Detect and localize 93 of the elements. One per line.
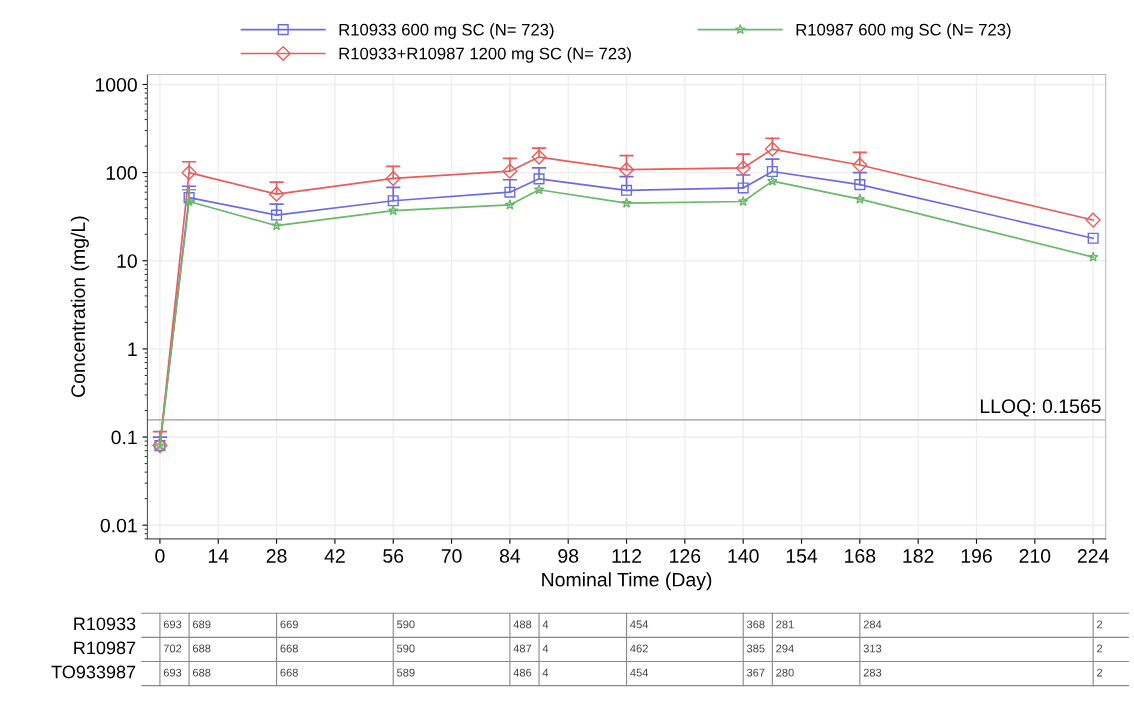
text: 2: [1097, 668, 1103, 677]
point: [1085, 212, 1101, 228]
point: [854, 179, 866, 191]
y-tick-label: 0.1: [111, 430, 137, 445]
text: 668: [280, 668, 298, 677]
x-tick-label: 182: [903, 549, 934, 563]
text: TO933987: [51, 665, 136, 679]
point: [271, 209, 283, 221]
point: [767, 175, 778, 186]
x-tick-label: 168: [845, 549, 876, 563]
text: 590: [397, 644, 415, 653]
point: [737, 195, 749, 207]
text: 693: [163, 620, 182, 629]
x-tick-label: 98: [558, 549, 579, 563]
text: 4: [542, 668, 549, 677]
point: [385, 170, 401, 186]
x-tick-label: 70: [441, 549, 462, 563]
x-tick-label: 84: [499, 549, 521, 563]
x-tick-label: 224: [1077, 549, 1109, 563]
point: [533, 173, 545, 185]
text: 4: [542, 644, 549, 653]
y-tick-label: 0.01: [100, 518, 137, 533]
x-tick-label: 0: [155, 549, 165, 563]
x-tick-label: 154: [786, 549, 818, 563]
point: [531, 149, 547, 165]
legend-label: R10987 600 mg SC (N= 723): [796, 23, 1011, 39]
x-tick-label: 14: [208, 549, 229, 563]
y-tick-label: 1: [128, 342, 137, 356]
text: 454: [630, 668, 649, 677]
text: 385: [746, 644, 765, 653]
x-tick-label: 196: [961, 549, 992, 563]
point: [502, 163, 518, 179]
x-tick-label: 210: [1019, 549, 1051, 563]
text: 689: [192, 620, 211, 629]
text: 454: [630, 620, 649, 629]
text: 486: [513, 668, 532, 677]
text: 589: [397, 668, 415, 677]
text: 368: [746, 620, 765, 629]
text: 487: [513, 644, 532, 653]
y-tick-label: 1000: [95, 77, 137, 92]
x-tick-label: 140: [728, 549, 759, 563]
text: 280: [776, 668, 794, 677]
point: [533, 184, 545, 195]
point: [764, 141, 780, 157]
text: 284: [863, 620, 882, 629]
text: 294: [776, 644, 794, 653]
point: [504, 199, 516, 210]
text: 669: [280, 620, 298, 629]
point: [1087, 232, 1099, 244]
point: [387, 195, 399, 207]
text: 2: [1097, 620, 1103, 629]
legend-label: R10933+R10987 1200 mg SC (N= 723): [339, 47, 631, 63]
point: [620, 184, 633, 196]
text: 2: [1097, 644, 1103, 653]
text: R10933: [74, 617, 136, 631]
point: [504, 186, 516, 198]
text: 281: [776, 620, 794, 629]
text: 693: [163, 668, 182, 677]
point: [852, 157, 868, 173]
point: [621, 197, 632, 208]
y-axis-title: Concentration (mg/L): [70, 216, 89, 397]
text: 283: [863, 668, 882, 677]
text: 590: [397, 620, 415, 629]
text: 488: [513, 620, 532, 629]
point: [271, 220, 282, 231]
point: [737, 182, 749, 194]
text: 462: [630, 644, 648, 653]
legend-label: R10933 600 mg SC (N= 723): [339, 23, 554, 39]
text: 367: [746, 668, 765, 677]
point: [269, 186, 285, 202]
ref-line-label: LLOQ: 0.1565: [980, 399, 1101, 417]
x-tick-label: 126: [670, 549, 701, 563]
text: 702: [163, 644, 182, 653]
text: 668: [280, 644, 298, 653]
x-tick-label: 112: [612, 549, 642, 563]
x-axis-title: Nominal Time (Day): [542, 572, 712, 591]
point: [387, 205, 399, 216]
y-tick-label: 100: [106, 166, 137, 180]
text: 688: [192, 644, 211, 653]
x-tick-label: 42: [324, 549, 345, 563]
point: [854, 193, 866, 204]
x-tick-label: 28: [266, 549, 287, 563]
text: R10987: [74, 641, 136, 655]
text: 313: [863, 644, 882, 653]
point: [181, 165, 197, 181]
text: 688: [192, 668, 211, 677]
point: [618, 162, 635, 178]
point: [766, 165, 778, 178]
point: [1087, 251, 1099, 262]
x-tick-label: 56: [383, 549, 404, 563]
y-tick-label: 10: [117, 254, 137, 268]
text: 4: [542, 620, 549, 629]
point: [735, 160, 751, 176]
